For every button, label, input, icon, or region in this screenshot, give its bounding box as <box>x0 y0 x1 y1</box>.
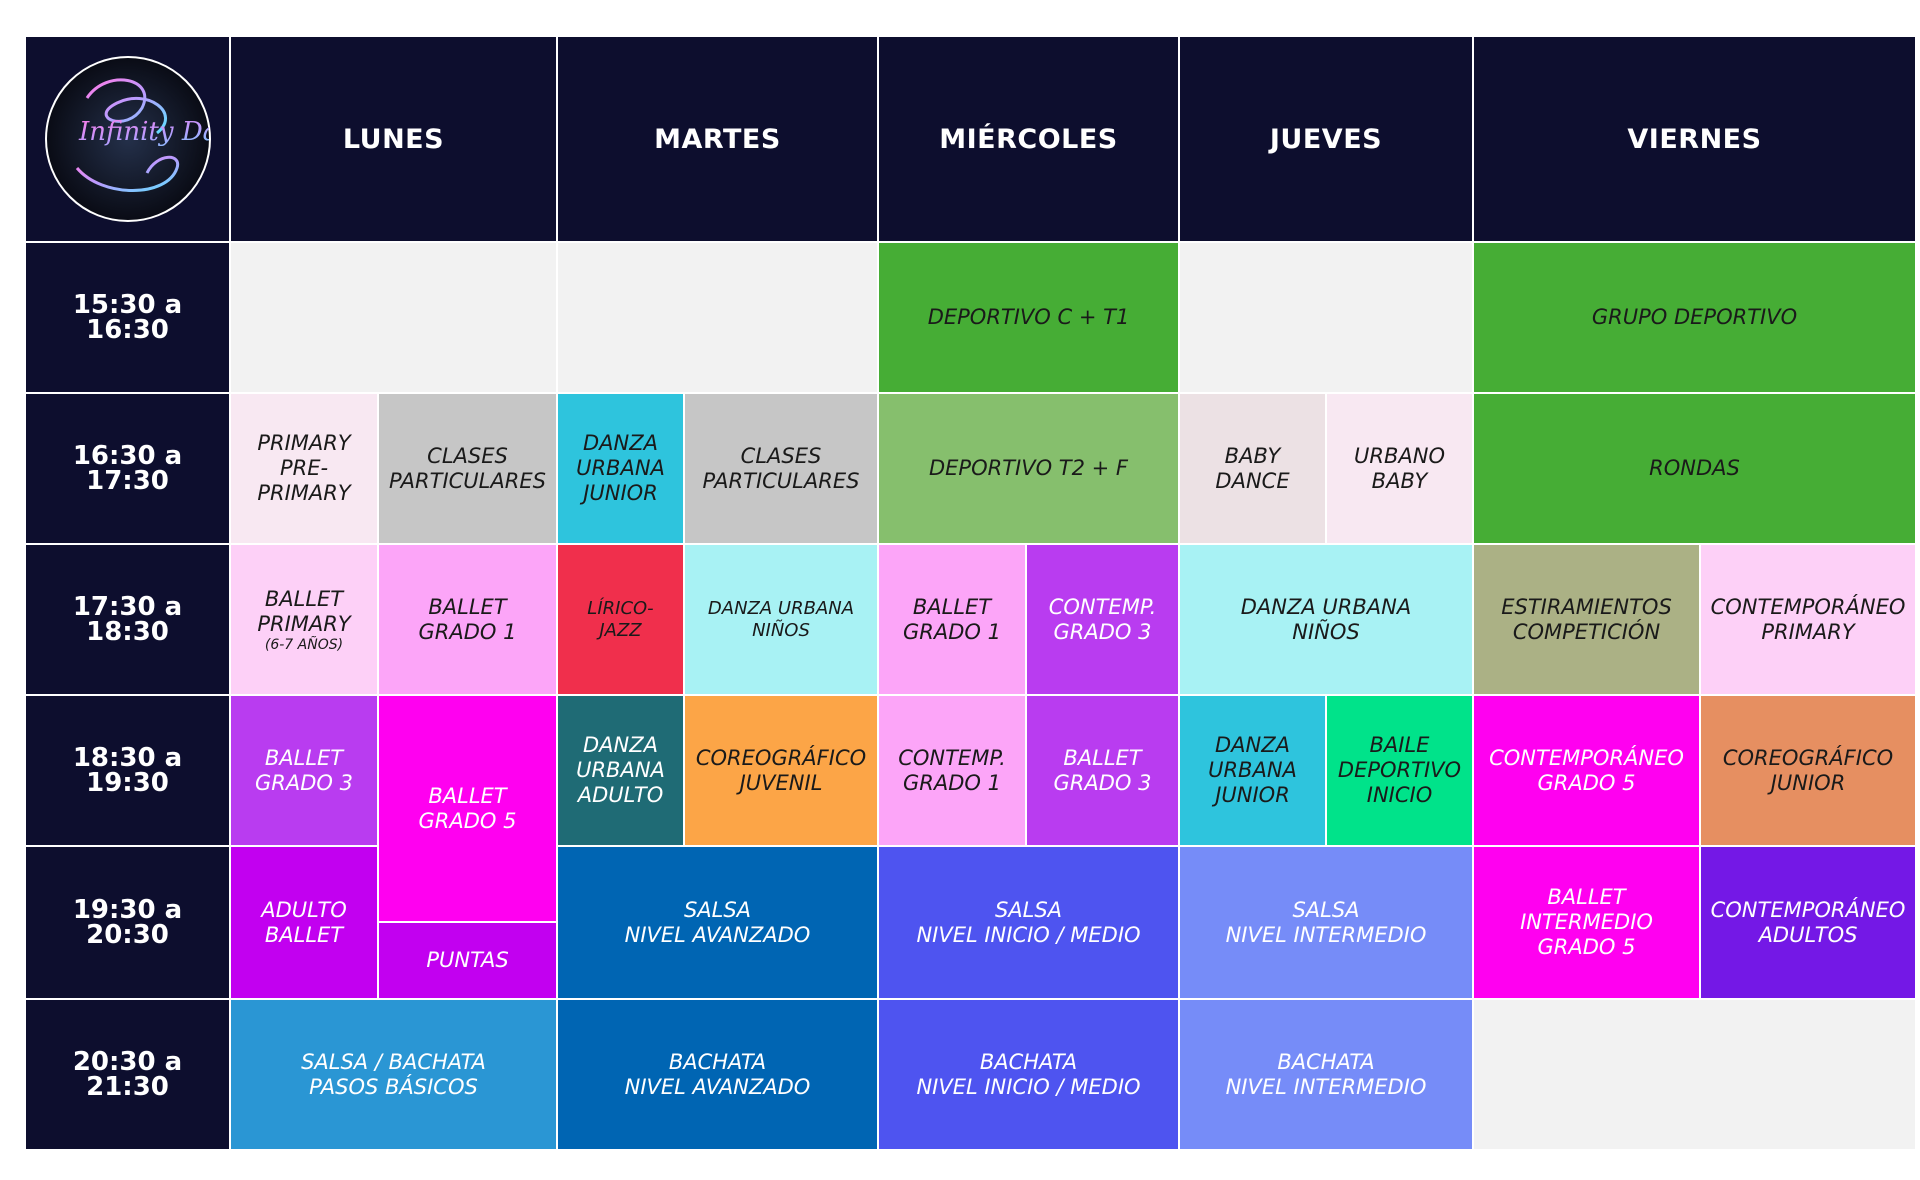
class-coreografico-juvenil: COREOGRÁFICO JUVENIL <box>685 696 877 845</box>
day-header-jueves: JUEVES <box>1180 37 1472 241</box>
class-contemp-grado-3: CONTEMP. GRADO 3 <box>1027 545 1178 694</box>
class-baile-deportivo-inicio: BAILE DEPORTIVO INICIO <box>1327 696 1472 845</box>
time-slot-1: 15:30 a 16:30 <box>26 243 229 392</box>
class-salsa-nivel-intermedio: SALSA NIVEL INTERMEDIO <box>1180 847 1472 998</box>
class-clases-particulares-martes: CLASES PARTICULARES <box>685 394 877 543</box>
schedule-grid: Infinity Dance LUNES MARTES MIÉRCOLES JU… <box>26 37 1915 1149</box>
ballet-primary-age: (6-7 AÑOS) <box>264 636 344 653</box>
class-rondas: RONDAS <box>1474 394 1915 543</box>
empty-slot <box>1474 1000 1915 1149</box>
class-danza-urbana-adulto: DANZA URBANA ADULTO <box>558 696 683 845</box>
class-bachata-nivel-avanzado: BACHATA NIVEL AVANZADO <box>558 1000 877 1149</box>
class-ballet-intermedio-grado-5: BALLET INTERMEDIO GRADO 5 <box>1474 847 1699 998</box>
class-urbano-baby: URBANO BABY <box>1327 394 1472 543</box>
class-danza-urbana-junior-jueves: DANZA URBANA JUNIOR <box>1180 696 1325 845</box>
class-danza-urbana-ninos-martes: DANZA URBANA NIÑOS <box>685 545 877 694</box>
class-salsa-nivel-avanzado: SALSA NIVEL AVANZADO <box>558 847 877 998</box>
logo-graphic: Infinity Dance <box>75 78 209 192</box>
day-header-martes: MARTES <box>558 37 877 241</box>
empty-slot <box>1180 243 1472 392</box>
time-slot-4: 18:30 a 19:30 <box>26 696 229 845</box>
class-clases-particulares-lunes: CLASES PARTICULARES <box>379 394 556 543</box>
day-header-miercoles: MIÉRCOLES <box>879 37 1178 241</box>
class-coreografico-junior: COREOGRÁFICO JUNIOR <box>1701 696 1915 845</box>
class-ballet-grado-1-miercoles: BALLET GRADO 1 <box>879 545 1025 694</box>
empty-slot <box>231 243 556 392</box>
class-contemp-grado-1: CONTEMP. GRADO 1 <box>879 696 1025 845</box>
class-ballet-primary: BALLET PRIMARY (6-7 AÑOS) <box>231 545 377 694</box>
class-ballet-grado-5: BALLET GRADO 5 <box>379 696 556 921</box>
class-adulto-ballet: ADULTO BALLET <box>231 847 377 998</box>
infinity-dance-logo: Infinity Dance <box>44 56 211 222</box>
class-danza-urbana-junior-martes: DANZA URBANA JUNIOR <box>558 394 683 543</box>
class-contemporaneo-grado-5: CONTEMPORÁNEO GRADO 5 <box>1474 696 1699 845</box>
logo-cell: Infinity Dance <box>26 37 229 241</box>
class-contemporaneo-primary: CONTEMPORÁNEO PRIMARY <box>1701 545 1915 694</box>
class-bachata-nivel-inicio-medio: BACHATA NIVEL INICIO / MEDIO <box>879 1000 1178 1149</box>
class-salsa-nivel-inicio-medio: SALSA NIVEL INICIO / MEDIO <box>879 847 1178 998</box>
class-deportivo-t2-f: DEPORTIVO T2 + F <box>879 394 1178 543</box>
day-header-viernes: VIERNES <box>1474 37 1915 241</box>
class-salsa-bachata-pasos-basicos: SALSA / BACHATA PASOS BÁSICOS <box>231 1000 556 1149</box>
class-primary-pre-primary: PRIMARY PRE- PRIMARY <box>231 394 377 543</box>
empty-slot <box>558 243 877 392</box>
class-ballet-grado-3-lunes: BALLET GRADO 3 <box>231 696 377 845</box>
day-header-lunes: LUNES <box>231 37 556 241</box>
class-contemporaneo-adultos: CONTEMPORÁNEO ADULTOS <box>1701 847 1915 998</box>
class-ballet-grado-3-miercoles: BALLET GRADO 3 <box>1027 696 1178 845</box>
class-ballet-grado-1-lunes: BALLET GRADO 1 <box>379 545 556 694</box>
class-danza-urbana-ninos-jueves: DANZA URBANA NIÑOS <box>1180 545 1472 694</box>
time-slot-6: 20:30 a 21:30 <box>26 1000 229 1149</box>
class-baby-dance: BABY DANCE <box>1180 394 1325 543</box>
class-deportivo-c-t1: DEPORTIVO C + T1 <box>879 243 1178 392</box>
svg-text:Infinity Dance: Infinity Dance <box>78 117 209 147</box>
class-bachata-nivel-intermedio: BACHATA NIVEL INTERMEDIO <box>1180 1000 1472 1149</box>
class-lirico-jazz: LÍRICO- JAZZ <box>558 545 683 694</box>
time-slot-3: 17:30 a 18:30 <box>26 545 229 694</box>
class-puntas: PUNTAS <box>379 923 556 998</box>
time-slot-2: 16:30 a 17:30 <box>26 394 229 543</box>
class-grupo-deportivo: GRUPO DEPORTIVO <box>1474 243 1915 392</box>
time-slot-5: 19:30 a 20:30 <box>26 847 229 998</box>
class-estiramientos-competicion: ESTIRAMIENTOS COMPETICIÓN <box>1474 545 1699 694</box>
